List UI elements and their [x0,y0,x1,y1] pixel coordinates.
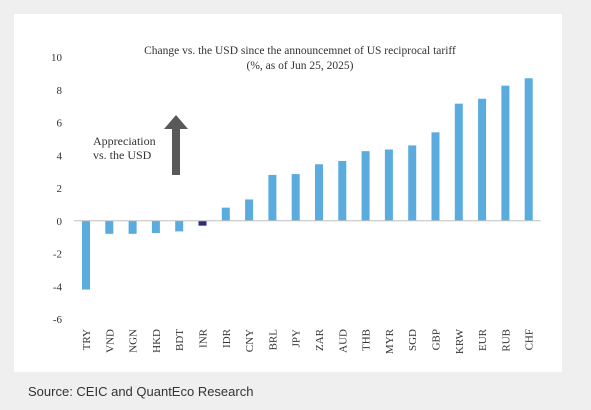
x-tick-label: HKD [151,329,163,353]
chart-subtitle: (%, as of Jun 25, 2025) [247,60,354,72]
x-tick-label: AUD [337,329,349,353]
bar-try [82,220,90,290]
bar-zar [315,164,323,221]
x-tick-label: TRY [81,329,93,350]
bar-thb [361,151,370,221]
annotation-line-1: Appreciation [93,134,156,148]
chart-title: Change vs. the USD since the announcemne… [144,45,456,57]
y-tick-label: 2 [57,183,63,195]
bar-myr [384,149,393,221]
y-tick-label: -4 [53,281,63,293]
bar-idr [221,207,230,221]
bar-krw [454,103,463,221]
x-tick-label: KRW [454,328,466,354]
currency-bar-chart: Change vs. the USD since the announcemne… [51,45,541,354]
x-tick-label: CNY [244,329,256,352]
y-axis: 10 8 6 4 2 0 -2 -4 -6 [51,52,63,326]
bar-vnd [105,220,114,234]
x-tick-label: SGD [407,329,419,351]
y-tick-label: 0 [57,216,63,228]
x-tick-label: MYR [384,328,396,354]
bar-gbp [431,132,440,221]
annotation-line-2: vs. the USD [93,148,152,162]
x-axis: TRY VND NGN HKD BDT INR IDR CNY BRL JPY ZAR AUD THB M… [81,328,536,354]
up-arrow-icon [164,115,188,175]
bar-ngn [128,220,137,234]
bars-group [82,78,533,290]
x-tick-label: BDT [174,329,186,351]
y-tick-label: 4 [57,150,63,162]
bar-eur [478,98,487,221]
x-tick-label: EUR [477,328,489,351]
x-tick-label: BRL [267,329,279,351]
source-note: Source: CEIC and QuantEco Research [28,384,254,399]
x-tick-label: GBP [431,329,443,350]
bar-chf [524,78,533,221]
x-tick-label: CHF [524,329,536,350]
appreciation-annotation: Appreciation vs. the USD [93,134,156,162]
x-tick-label: INR [198,328,210,348]
y-tick-label: -6 [53,314,63,326]
y-tick-label: -2 [53,249,62,261]
bar-cny [245,199,254,221]
bar-sgd [408,145,417,221]
y-tick-label: 10 [51,52,63,64]
x-tick-label: JPY [291,329,303,347]
x-tick-label: RUB [500,329,512,352]
x-tick-label: NGN [128,329,140,353]
bar-bdt [175,220,184,232]
x-tick-label: IDR [221,328,233,348]
bar-rub [501,85,510,221]
bar-inr [198,220,207,226]
bar-hkd [151,220,160,234]
y-tick-label: 8 [57,85,63,97]
bar-jpy [291,174,300,221]
chart-card: Change vs. the USD since the announcemne… [14,14,562,372]
bar-aud [338,160,347,221]
bar-brl [268,174,277,221]
x-tick-label: THB [361,329,373,351]
y-tick-label: 6 [57,118,63,130]
x-tick-label: VND [104,329,116,353]
x-tick-label: ZAR [314,328,326,351]
